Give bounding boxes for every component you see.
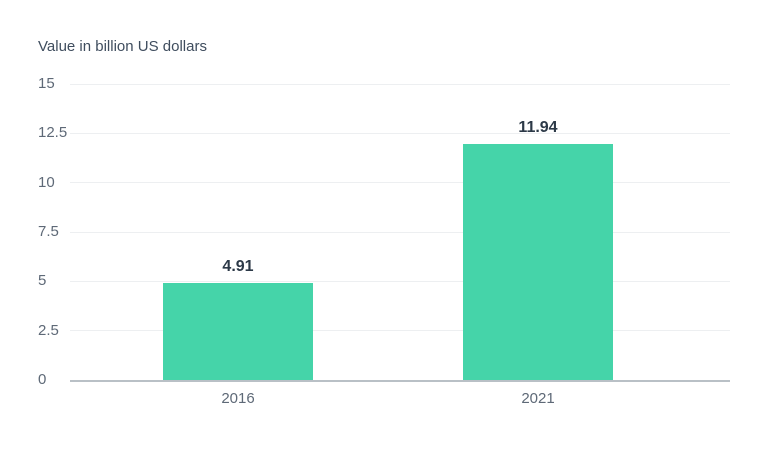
value-label-2021: 11.94 — [518, 119, 558, 137]
y-tick-label-15: 15 — [38, 75, 55, 92]
gridline-y-7.5 — [70, 231, 730, 233]
gridline-y-2.5 — [70, 330, 730, 332]
bar-2021[interactable] — [463, 144, 613, 380]
y-tick-label-12.5: 12.5 — [38, 124, 68, 142]
y-tick-label-0: 0 — [38, 371, 47, 388]
y-tick-label-2.5: 2.5 — [38, 321, 59, 339]
x-tick-label-2016: 2016 — [221, 390, 255, 407]
gridline-y-12.5 — [70, 132, 730, 134]
x-tick-label-2021: 2021 — [521, 390, 555, 407]
bar-2016[interactable] — [163, 283, 313, 380]
chart-title: Value in billion US dollars — [38, 38, 207, 55]
gridline-y-10 — [70, 182, 730, 184]
y-tick-label-5: 5 — [38, 272, 47, 290]
gridline-y-15 — [70, 83, 730, 85]
gridline-y-5 — [70, 280, 730, 282]
x-axis-line — [70, 380, 730, 382]
value-label-2016: 4.91 — [222, 258, 254, 276]
y-tick-label-10: 10 — [38, 173, 55, 191]
y-tick-label-7.5: 7.5 — [38, 223, 59, 240]
